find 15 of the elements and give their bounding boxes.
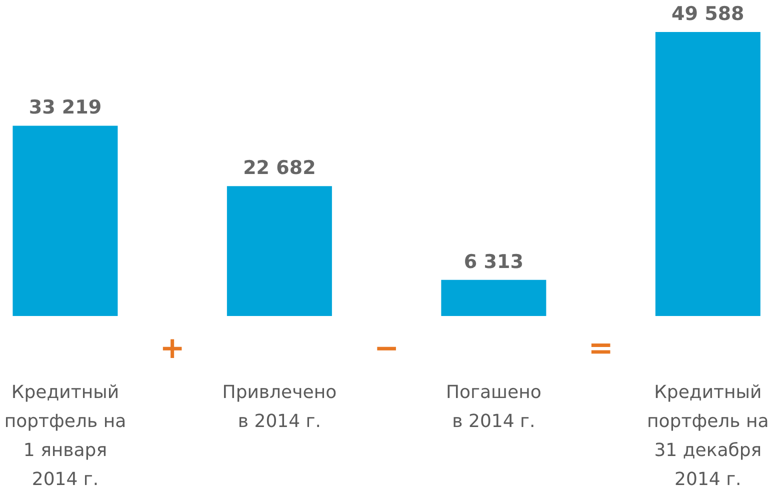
- x-tick-label: Погашено в 2014 г.: [446, 382, 542, 432]
- data-label: 6 313: [464, 250, 524, 273]
- x-tick-label: Кредитный портфель на 1 января 2014 г.: [4, 382, 126, 490]
- bar: [12, 126, 118, 316]
- data-label: 22 682: [243, 157, 316, 180]
- bar: [441, 280, 546, 316]
- text: =: [588, 331, 614, 366]
- text: −: [374, 331, 400, 366]
- x-tick-label: Привлечено в 2014 г.: [222, 382, 337, 432]
- text: +: [160, 331, 185, 366]
- bar: [655, 32, 760, 316]
- x-tick-label: Кредитный портфель на 31 декабря 2014 г.: [647, 382, 769, 490]
- bar: [226, 186, 332, 316]
- data-label: 49 588: [672, 3, 744, 25]
- data-label: 33 219: [28, 96, 102, 119]
